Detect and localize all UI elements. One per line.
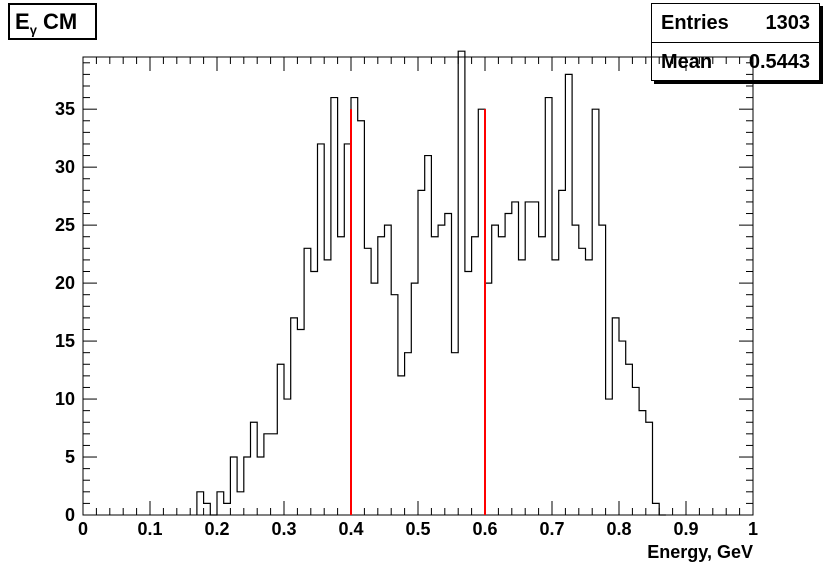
x-tick-label: 0.8: [606, 519, 631, 539]
x-axis-label: Energy, GeV: [647, 542, 753, 562]
entries-label: Entries: [661, 12, 729, 34]
y-tick-label: 5: [65, 447, 75, 467]
mean-value: 0.5443: [748, 51, 810, 73]
histogram-title: Eγ CM: [8, 3, 97, 40]
x-tick-label: 0.3: [271, 519, 296, 539]
y-tick-label: 35: [55, 99, 75, 119]
x-tick-label: 0.9: [673, 519, 698, 539]
y-tick-label: 20: [55, 273, 75, 293]
x-tick-label: 0.4: [338, 519, 363, 539]
stats-box: Entries 1303 Mean 0.5443: [651, 3, 820, 81]
y-tick-label: 0: [65, 505, 75, 525]
histogram-series: [196, 50, 666, 516]
title-subscript: γ: [29, 22, 37, 38]
x-tick-label: 0.6: [472, 519, 497, 539]
y-tick-label: 10: [55, 389, 75, 409]
x-tick-label: 0.5: [405, 519, 430, 539]
x-tick-label: 0: [78, 519, 88, 539]
x-tick-label: 1: [748, 519, 758, 539]
title-suffix: CM: [36, 9, 78, 34]
entries-row: Entries 1303: [652, 4, 819, 42]
y-tick-label: 30: [55, 157, 75, 177]
title-main: E: [15, 9, 30, 34]
x-tick-label: 0.2: [204, 519, 229, 539]
y-tick-label: 25: [55, 215, 75, 235]
y-tick-label: 15: [55, 331, 75, 351]
x-tick-label: 0.1: [137, 519, 162, 539]
entries-value: 1303: [765, 12, 811, 34]
x-tick-label: 0.7: [539, 519, 564, 539]
